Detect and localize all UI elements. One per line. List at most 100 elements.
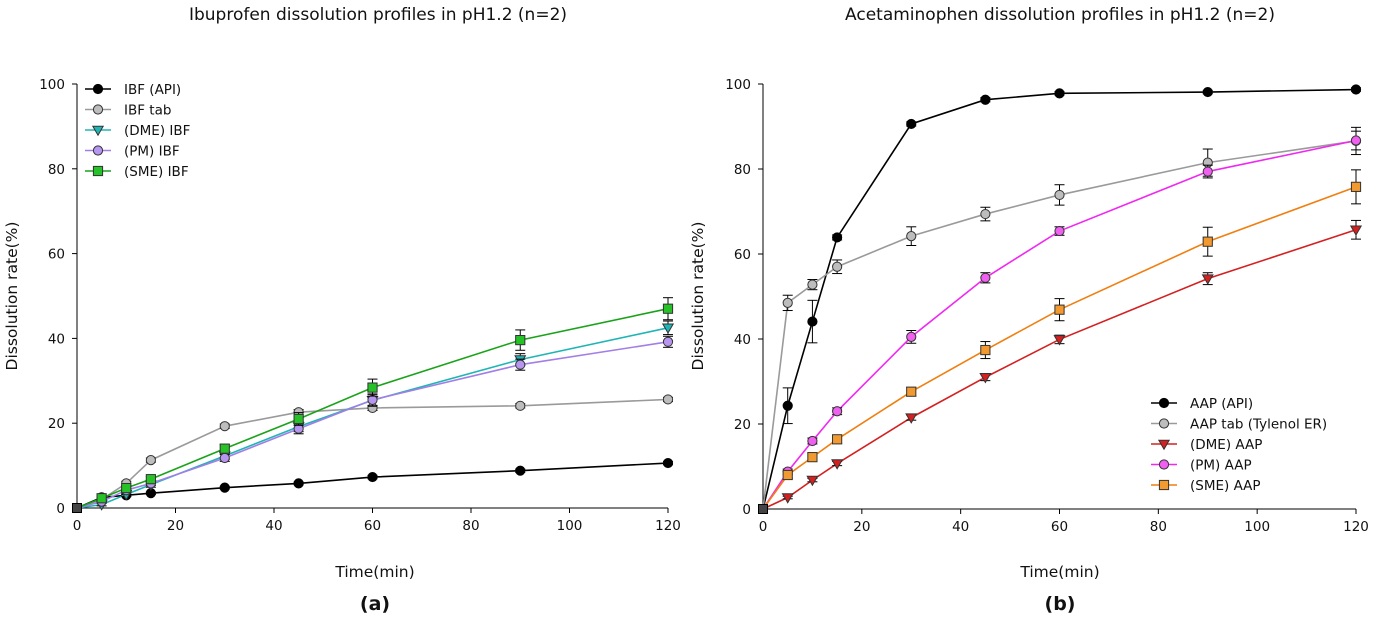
data-point [782,400,793,411]
y-tick-label: 0 [56,501,65,517]
series-dme-aap [758,219,1363,514]
legend-item: IBF tab [85,103,171,119]
x-tick-label: 80 [1150,519,1167,535]
series-pm-ibf [72,335,674,513]
data-point [979,372,992,384]
data-point [1350,181,1362,192]
data-point [1054,189,1065,201]
data-point [219,452,230,464]
x-tick-label: 80 [462,518,479,534]
legend-item: (DME) AAP [1151,437,1262,453]
series-line [76,462,669,509]
legend-label: (PM) IBF [124,144,180,160]
y-tick-label: 60 [48,247,65,263]
data-point [1054,88,1065,99]
data-point [832,406,843,417]
data-point [145,474,156,485]
data-point [515,359,526,370]
y-axis-label: Dissolution rate(%) [689,222,707,371]
data-point [807,452,818,463]
data-point [906,231,917,242]
legend-label: IBF tab [124,103,171,119]
legend-item: (SME) IBF [85,164,189,180]
data-point [980,94,991,105]
data-point [758,504,768,514]
data-point [515,400,526,411]
data-point [831,459,844,470]
x-tick-label: 0 [73,518,82,534]
legend-label: (SME) IBF [124,164,189,180]
y-tick-label: 80 [734,162,751,178]
legend-label: AAP (API) [1190,396,1253,412]
legend-label: (PM) AAP [1190,458,1252,474]
data-point [980,344,991,356]
x-tick-label: 60 [364,518,381,534]
data-point [905,413,918,424]
legend-item: AAP (API) [1151,396,1253,412]
legend-marker [1158,397,1170,409]
legend-item: AAP tab (Tylenol ER) [1151,417,1327,433]
legend-marker [1158,479,1170,491]
series-sme-aap [758,169,1362,514]
x-tick-label: 120 [1343,519,1369,535]
x-tick-label: 60 [1051,519,1068,535]
series-ibf-api [72,457,674,513]
legend-marker [92,104,104,115]
data-point [1349,225,1363,236]
legend-marker [1157,439,1171,451]
data-point [781,493,794,504]
legend-item: IBF (API) [85,82,181,98]
legend-item: (DME) IBF [85,123,190,139]
data-point [1202,86,1213,98]
legend-label: (DME) AAP [1190,437,1262,453]
data-point [806,475,819,487]
panel-label: (b) [1045,593,1076,615]
data-point [906,331,917,342]
data-point [1053,335,1066,346]
data-point [1054,304,1065,315]
legend-marker [91,125,105,137]
x-tick-label: 100 [557,518,583,534]
data-point [72,503,82,513]
x-axis-label: Time(min) [334,563,414,581]
data-point [219,421,230,432]
legend: IBF (API) IBF tab (DME) IBF (PM) IBF (SME) I… [85,82,190,180]
y-tick-label: 100 [39,77,65,93]
data-point [1350,84,1362,95]
chart-title: Acetaminophen dissolution profiles in pH… [845,5,1275,25]
data-point [515,465,526,476]
series-dme-ibf [72,320,675,513]
legend-marker [92,145,104,156]
x-tick-label: 40 [265,518,282,534]
y-tick-label: 60 [734,247,751,263]
y-tick-label: 20 [734,417,751,433]
legend-marker [1158,459,1170,470]
data-point [782,297,793,308]
panel-label: (a) [360,593,390,615]
series-sme-ibf [72,297,674,513]
data-point [219,443,230,454]
data-point [96,493,107,504]
data-point [782,469,793,481]
y-tick-label: 80 [48,162,65,178]
legend-marker [92,83,104,95]
data-point [662,394,674,405]
data-point [145,454,156,466]
y-tick-label: 40 [734,332,751,348]
data-point [807,316,818,327]
chart-title: Ibuprofen dissolution profiles in pH1.2 … [189,5,567,25]
x-tick-label: 100 [1244,519,1270,535]
legend-item: (PM) IBF [85,144,180,160]
data-point [906,386,917,397]
y-tick-label: 100 [725,77,751,93]
data-point [367,471,378,483]
x-tick-label: 20 [853,519,870,535]
data-point [121,482,132,494]
x-axis-label: Time(min) [1019,563,1099,581]
data-point [662,457,674,469]
data-point [807,435,818,447]
data-point [662,303,674,314]
data-point [219,482,230,493]
data-point [1054,225,1065,237]
